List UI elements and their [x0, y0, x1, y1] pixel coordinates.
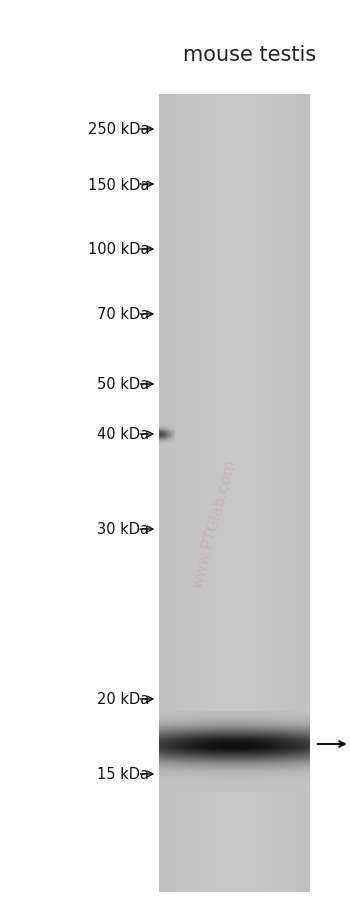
Text: 50 kDa: 50 kDa [97, 377, 149, 392]
Text: 70 kDa: 70 kDa [97, 308, 149, 322]
Text: 150 kDa: 150 kDa [88, 178, 149, 192]
Text: 15 kDa: 15 kDa [97, 767, 149, 782]
Text: 100 kDa: 100 kDa [88, 243, 149, 257]
Text: www.PTGlab.com: www.PTGlab.com [190, 457, 239, 589]
Text: 30 kDa: 30 kDa [97, 522, 149, 537]
Text: mouse testis: mouse testis [183, 45, 316, 65]
Text: 250 kDa: 250 kDa [88, 123, 149, 137]
Text: 20 kDa: 20 kDa [97, 692, 149, 706]
Text: 40 kDa: 40 kDa [97, 427, 149, 442]
